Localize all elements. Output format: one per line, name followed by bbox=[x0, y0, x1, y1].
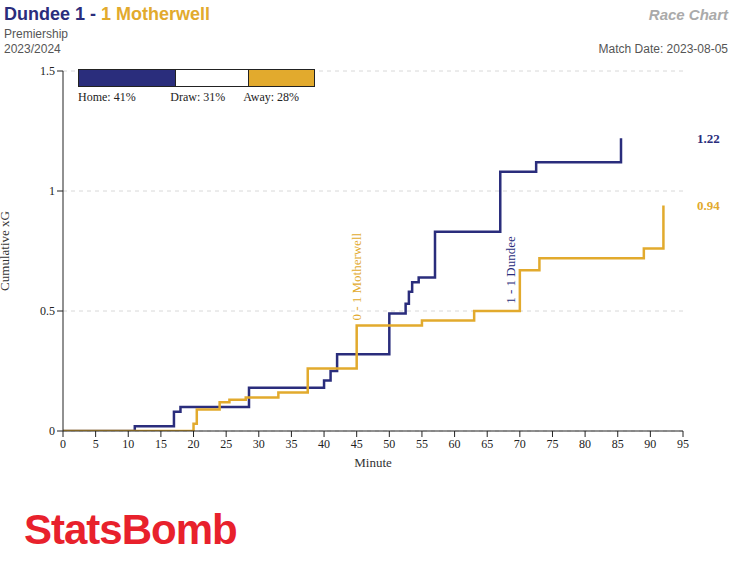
svg-text:1.22: 1.22 bbox=[697, 131, 720, 146]
svg-text:70: 70 bbox=[514, 437, 526, 451]
svg-text:1 - 1 Dundee: 1 - 1 Dundee bbox=[503, 236, 518, 304]
svg-text:75: 75 bbox=[546, 437, 558, 451]
html-text:Draw: 31%: Draw: 31% bbox=[170, 90, 226, 104]
svg-text:55: 55 bbox=[416, 437, 428, 451]
svg-text:25: 25 bbox=[220, 437, 232, 451]
svg-text:0: 0 bbox=[49, 424, 55, 438]
html-text:2023/2024: 2023/2024 bbox=[4, 42, 61, 56]
svg-text:0 - 1 Motherwell: 0 - 1 Motherwell bbox=[349, 232, 364, 320]
svg-text:95: 95 bbox=[677, 437, 689, 451]
svg-text:5: 5 bbox=[93, 437, 99, 451]
html-text:Premiership: Premiership bbox=[4, 27, 68, 41]
svg-text:80: 80 bbox=[579, 437, 591, 451]
html-text:Home: 41%: Home: 41% bbox=[78, 90, 136, 104]
svg-text:0.5: 0.5 bbox=[40, 304, 55, 318]
svg-text:90: 90 bbox=[644, 437, 656, 451]
svg-text:0.94: 0.94 bbox=[697, 198, 720, 213]
html-text:Away: 28%: Away: 28% bbox=[243, 90, 300, 104]
svg-text:85: 85 bbox=[612, 437, 624, 451]
svg-text:40: 40 bbox=[318, 437, 330, 451]
svg-text:20: 20 bbox=[188, 437, 200, 451]
svg-text:35: 35 bbox=[285, 437, 297, 451]
svg-text:45: 45 bbox=[351, 437, 363, 451]
svg-text:Cumulative xG: Cumulative xG bbox=[8, 211, 12, 291]
html-text:StatsBomb: StatsBomb bbox=[24, 506, 237, 553]
svg-text:1: 1 bbox=[49, 184, 55, 198]
svg-text:10: 10 bbox=[122, 437, 134, 451]
html-text:Match Date: 2023-08-05: Match Date: 2023-08-05 bbox=[598, 42, 728, 56]
svg-text:30: 30 bbox=[253, 437, 265, 451]
html-text:Race Chart: Race Chart bbox=[648, 6, 728, 23]
svg-text:15: 15 bbox=[155, 437, 167, 451]
svg-text:50: 50 bbox=[383, 437, 395, 451]
html-text:Dundee 1 - 1 Motherwell: Dundee 1 - 1 Motherwell bbox=[4, 4, 210, 24]
svg-text:60: 60 bbox=[449, 437, 461, 451]
svg-text:Minute: Minute bbox=[354, 455, 392, 470]
svg-text:65: 65 bbox=[481, 437, 493, 451]
svg-text:0: 0 bbox=[60, 437, 66, 451]
svg-text:1.5: 1.5 bbox=[40, 64, 55, 78]
